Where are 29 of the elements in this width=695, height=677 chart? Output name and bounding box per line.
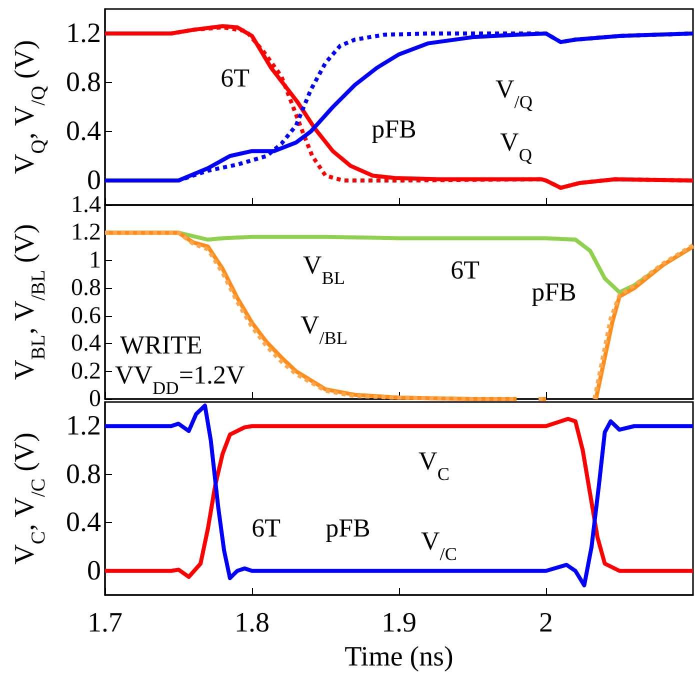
annotation: 6T xyxy=(450,256,480,284)
y-tick-label: 1 xyxy=(89,247,101,274)
y-tick-label: 0.4 xyxy=(71,330,101,357)
x-tick-label: 1.7 xyxy=(88,608,122,638)
y-axis-title: VQ, V/Q (V) xyxy=(10,40,50,174)
y-tick-label: 0.4 xyxy=(66,507,101,538)
annotation: pFB xyxy=(372,114,416,144)
y-tick-label: 0.6 xyxy=(71,302,101,329)
y-tick-label: 0 xyxy=(87,555,101,586)
annotation: 6T xyxy=(220,64,250,92)
y-tick-label: 0.8 xyxy=(66,67,101,98)
x-axis-title: Time (ns) xyxy=(344,642,454,672)
x-tick-label: 1.9 xyxy=(382,608,416,638)
y-tick-label: 0 xyxy=(89,386,101,412)
y-tick-label: 1.2 xyxy=(66,18,101,49)
y-tick-label: 0.8 xyxy=(66,458,101,490)
y-tick-label: 0.2 xyxy=(71,358,101,384)
y-axis-title: VBL, V/BL (V) xyxy=(10,224,50,380)
annotation: 6T xyxy=(252,514,281,542)
y-tick-label: 0.8 xyxy=(71,275,101,302)
y-axis-title: VC, V/C (V) xyxy=(10,432,50,564)
annotation: WRITE xyxy=(120,330,202,360)
y-tick-label: 0.4 xyxy=(66,116,101,147)
x-tick-label: 2 xyxy=(539,608,553,638)
y-tick-label: 1.2 xyxy=(71,220,101,246)
annotation: pFB xyxy=(532,278,576,306)
annotation: pFB xyxy=(326,514,370,542)
x-tick-label: 1.8 xyxy=(234,608,270,638)
y-tick-label: 1.2 xyxy=(66,410,101,442)
